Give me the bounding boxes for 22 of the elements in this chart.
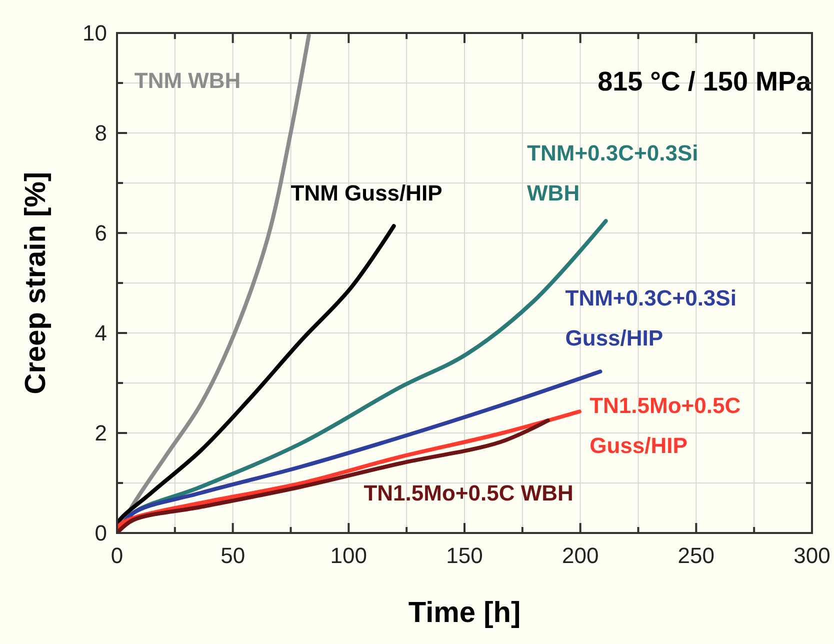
text: TNM WBH [134, 68, 241, 93]
text: TNM+0.3C+0.3Si WBH [527, 140, 698, 206]
series-label: TN1.5Mo+0.5C Guss/HIP [590, 393, 741, 458]
x-tick-label: 250 [678, 543, 715, 568]
text: 815 °C / 150 MPa [598, 66, 812, 96]
x-tick-label: 100 [330, 543, 368, 568]
y-tick-label: 6 [94, 220, 107, 246]
y-tick-label: 10 [82, 20, 107, 46]
x-tick-label: 50 [220, 543, 246, 568]
x-tick-label: 200 [562, 543, 599, 568]
series-label: TNM+0.3C+0.3Si Guss/HIP [565, 286, 736, 350]
y-tick-label: 2 [94, 420, 107, 446]
series-label: TN1.5Mo+0.5C WBH [364, 480, 574, 506]
x-tick-label: 300 [794, 543, 830, 568]
y-tick-label: 4 [94, 320, 107, 346]
x-axis-title: Time [h] [408, 597, 521, 629]
x-tick-label: 0 [110, 543, 124, 568]
x-tick-label: 150 [446, 543, 483, 568]
series-label: TNM Guss/HIP [290, 180, 442, 206]
y-tick-label: 8 [94, 120, 107, 146]
y-tick-label: 0 [94, 520, 107, 546]
y-axis-title: Creep strain [%] [20, 172, 52, 394]
